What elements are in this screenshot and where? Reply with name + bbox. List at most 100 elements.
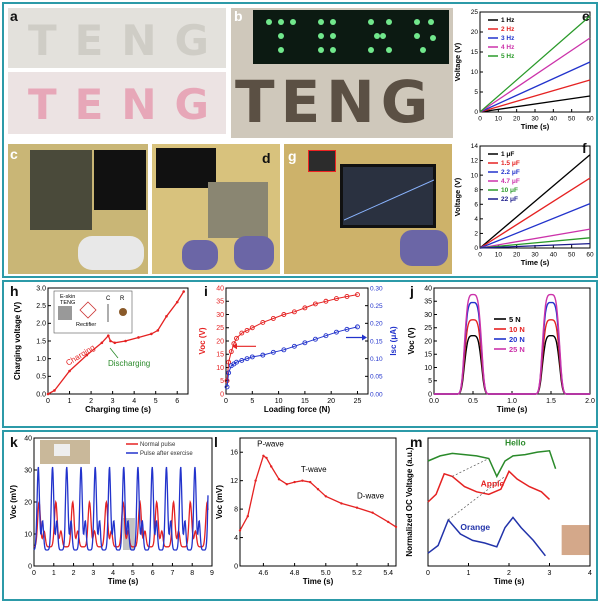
x-tick-label: 5 (250, 398, 254, 405)
x-tick-label: 5.2 (352, 570, 362, 577)
series-line-3-Hz (479, 61, 591, 113)
x-axis-label: Time (s) (497, 405, 528, 414)
x-tick-label: 0 (478, 252, 482, 259)
series-line (479, 177, 591, 249)
panel-label-k: k (10, 434, 18, 450)
data-point (238, 529, 242, 532)
legend-label: Normal pulse (140, 442, 176, 448)
y-axis-label: Charging voltage (V) (13, 302, 22, 381)
voc-arrowhead (232, 343, 237, 350)
series-line-4-Hz (479, 37, 591, 113)
data-point (309, 480, 312, 484)
x-tick-label: 50 (568, 252, 576, 259)
y-tick-label: 2 (474, 231, 478, 238)
data-point (182, 290, 185, 293)
series-line (479, 228, 591, 249)
data-point (226, 370, 232, 376)
legend-label: 25 N (509, 345, 525, 354)
data-point (239, 330, 245, 336)
series-line-5-Hz (479, 15, 591, 113)
y-tick-label: 4 (474, 216, 478, 223)
legend-label: 5 Hz (501, 53, 515, 60)
y-axis-label: Voc (mV) (9, 485, 18, 519)
x-tick-label: 15 (301, 398, 309, 405)
annotation-d-wave: D-wave (357, 491, 385, 500)
circuit-label: TENG (60, 300, 75, 306)
x-tick-label: 0 (32, 570, 36, 577)
y-tick-label: 1.5 (36, 338, 46, 345)
x-axis-label: Charging time (s) (85, 405, 151, 414)
data-point (234, 335, 239, 341)
y2-tick-label: 0.15 (370, 338, 383, 345)
x-tick-label: 10 (495, 116, 503, 123)
x-tick-label: 1.5 (546, 398, 556, 405)
plot-frame (225, 287, 369, 395)
y-tick-label: 0 (428, 391, 432, 398)
y-tick-label: 2.5 (36, 303, 46, 310)
data-point (394, 525, 398, 529)
y-axis-label: Voltage (V) (453, 177, 462, 216)
x-axis-label: Time (s) (494, 577, 525, 586)
circuit-label: Rectifier (76, 322, 96, 328)
photo-panel-a-top: TENG (8, 8, 226, 68)
x-axis-label: Time (s) (108, 577, 139, 586)
x-tick-label: 3 (548, 570, 552, 577)
panel-label-i: i (204, 283, 208, 299)
x-tick-label: 20 (327, 398, 335, 405)
monitor-screen (340, 164, 436, 228)
series-line (479, 242, 591, 249)
y-axis-label: Voc (V) (198, 327, 207, 354)
series-line (479, 237, 591, 249)
panel-label-j: j (410, 283, 414, 299)
series-label: Hello (505, 438, 526, 448)
data-point (249, 325, 255, 331)
data-point (244, 356, 250, 362)
data-point (371, 511, 374, 514)
x-tick-label: 5 (154, 398, 158, 405)
data-point (260, 320, 266, 325)
series-line-Hello (427, 449, 557, 479)
teng-text-transparent: TENG (28, 16, 226, 65)
panel-label-g: g (288, 148, 297, 164)
data-point (291, 309, 297, 315)
photo-panel-c (8, 144, 148, 274)
y-tick-label: 12 (230, 478, 238, 485)
x-tick-label: 0.5 (468, 398, 478, 405)
monitor-trace (344, 179, 434, 221)
annotation-t-wave: T-wave (301, 465, 327, 474)
legend-label: 10 N (509, 325, 525, 334)
x-tick-label: 60 (586, 252, 594, 259)
y-tick-label: 8 (474, 187, 478, 194)
y-tick-label: 30 (24, 467, 32, 474)
annotation-arrow (109, 347, 119, 359)
data-point (333, 329, 339, 335)
series-line-1-Hz (479, 95, 591, 113)
y-tick-label: 25 (424, 325, 432, 332)
x-tick-label: 7 (170, 570, 174, 577)
x-tick-label: 2 (72, 570, 76, 577)
y-tick-label: 25 (471, 9, 479, 16)
data-point (324, 495, 327, 498)
circuit-label: C (106, 296, 111, 302)
annotation-charging: Charging (64, 343, 96, 368)
y-tick-label: 40 (24, 435, 32, 442)
panel-label-b: b (234, 8, 243, 24)
x-tick-label: 5 (131, 570, 135, 577)
y-tick-label: 3.0 (36, 285, 46, 292)
legend-label: 2 Hz (501, 26, 515, 33)
plot-frame (239, 437, 397, 567)
x-tick-label: 10 (275, 398, 283, 405)
y-tick-label: 8 (234, 506, 238, 513)
data-point (355, 292, 360, 298)
rectifier-bridge (79, 301, 97, 319)
throat-photo-inset (561, 525, 590, 556)
y-tick-label: 35 (424, 299, 432, 306)
data-point (316, 488, 320, 491)
y2-tick-label: 0.10 (370, 356, 383, 363)
x-tick-label: 25 (354, 398, 362, 405)
series-label: Orange (460, 522, 490, 532)
data-point (387, 520, 390, 524)
photo-panel-g (284, 144, 452, 274)
chart-f: 0 10 20 30 40 50 60 0 2 4 6 8 10 12 14 Time (s) Voltage … (453, 143, 594, 267)
y-tick-label: 0 (28, 563, 32, 570)
